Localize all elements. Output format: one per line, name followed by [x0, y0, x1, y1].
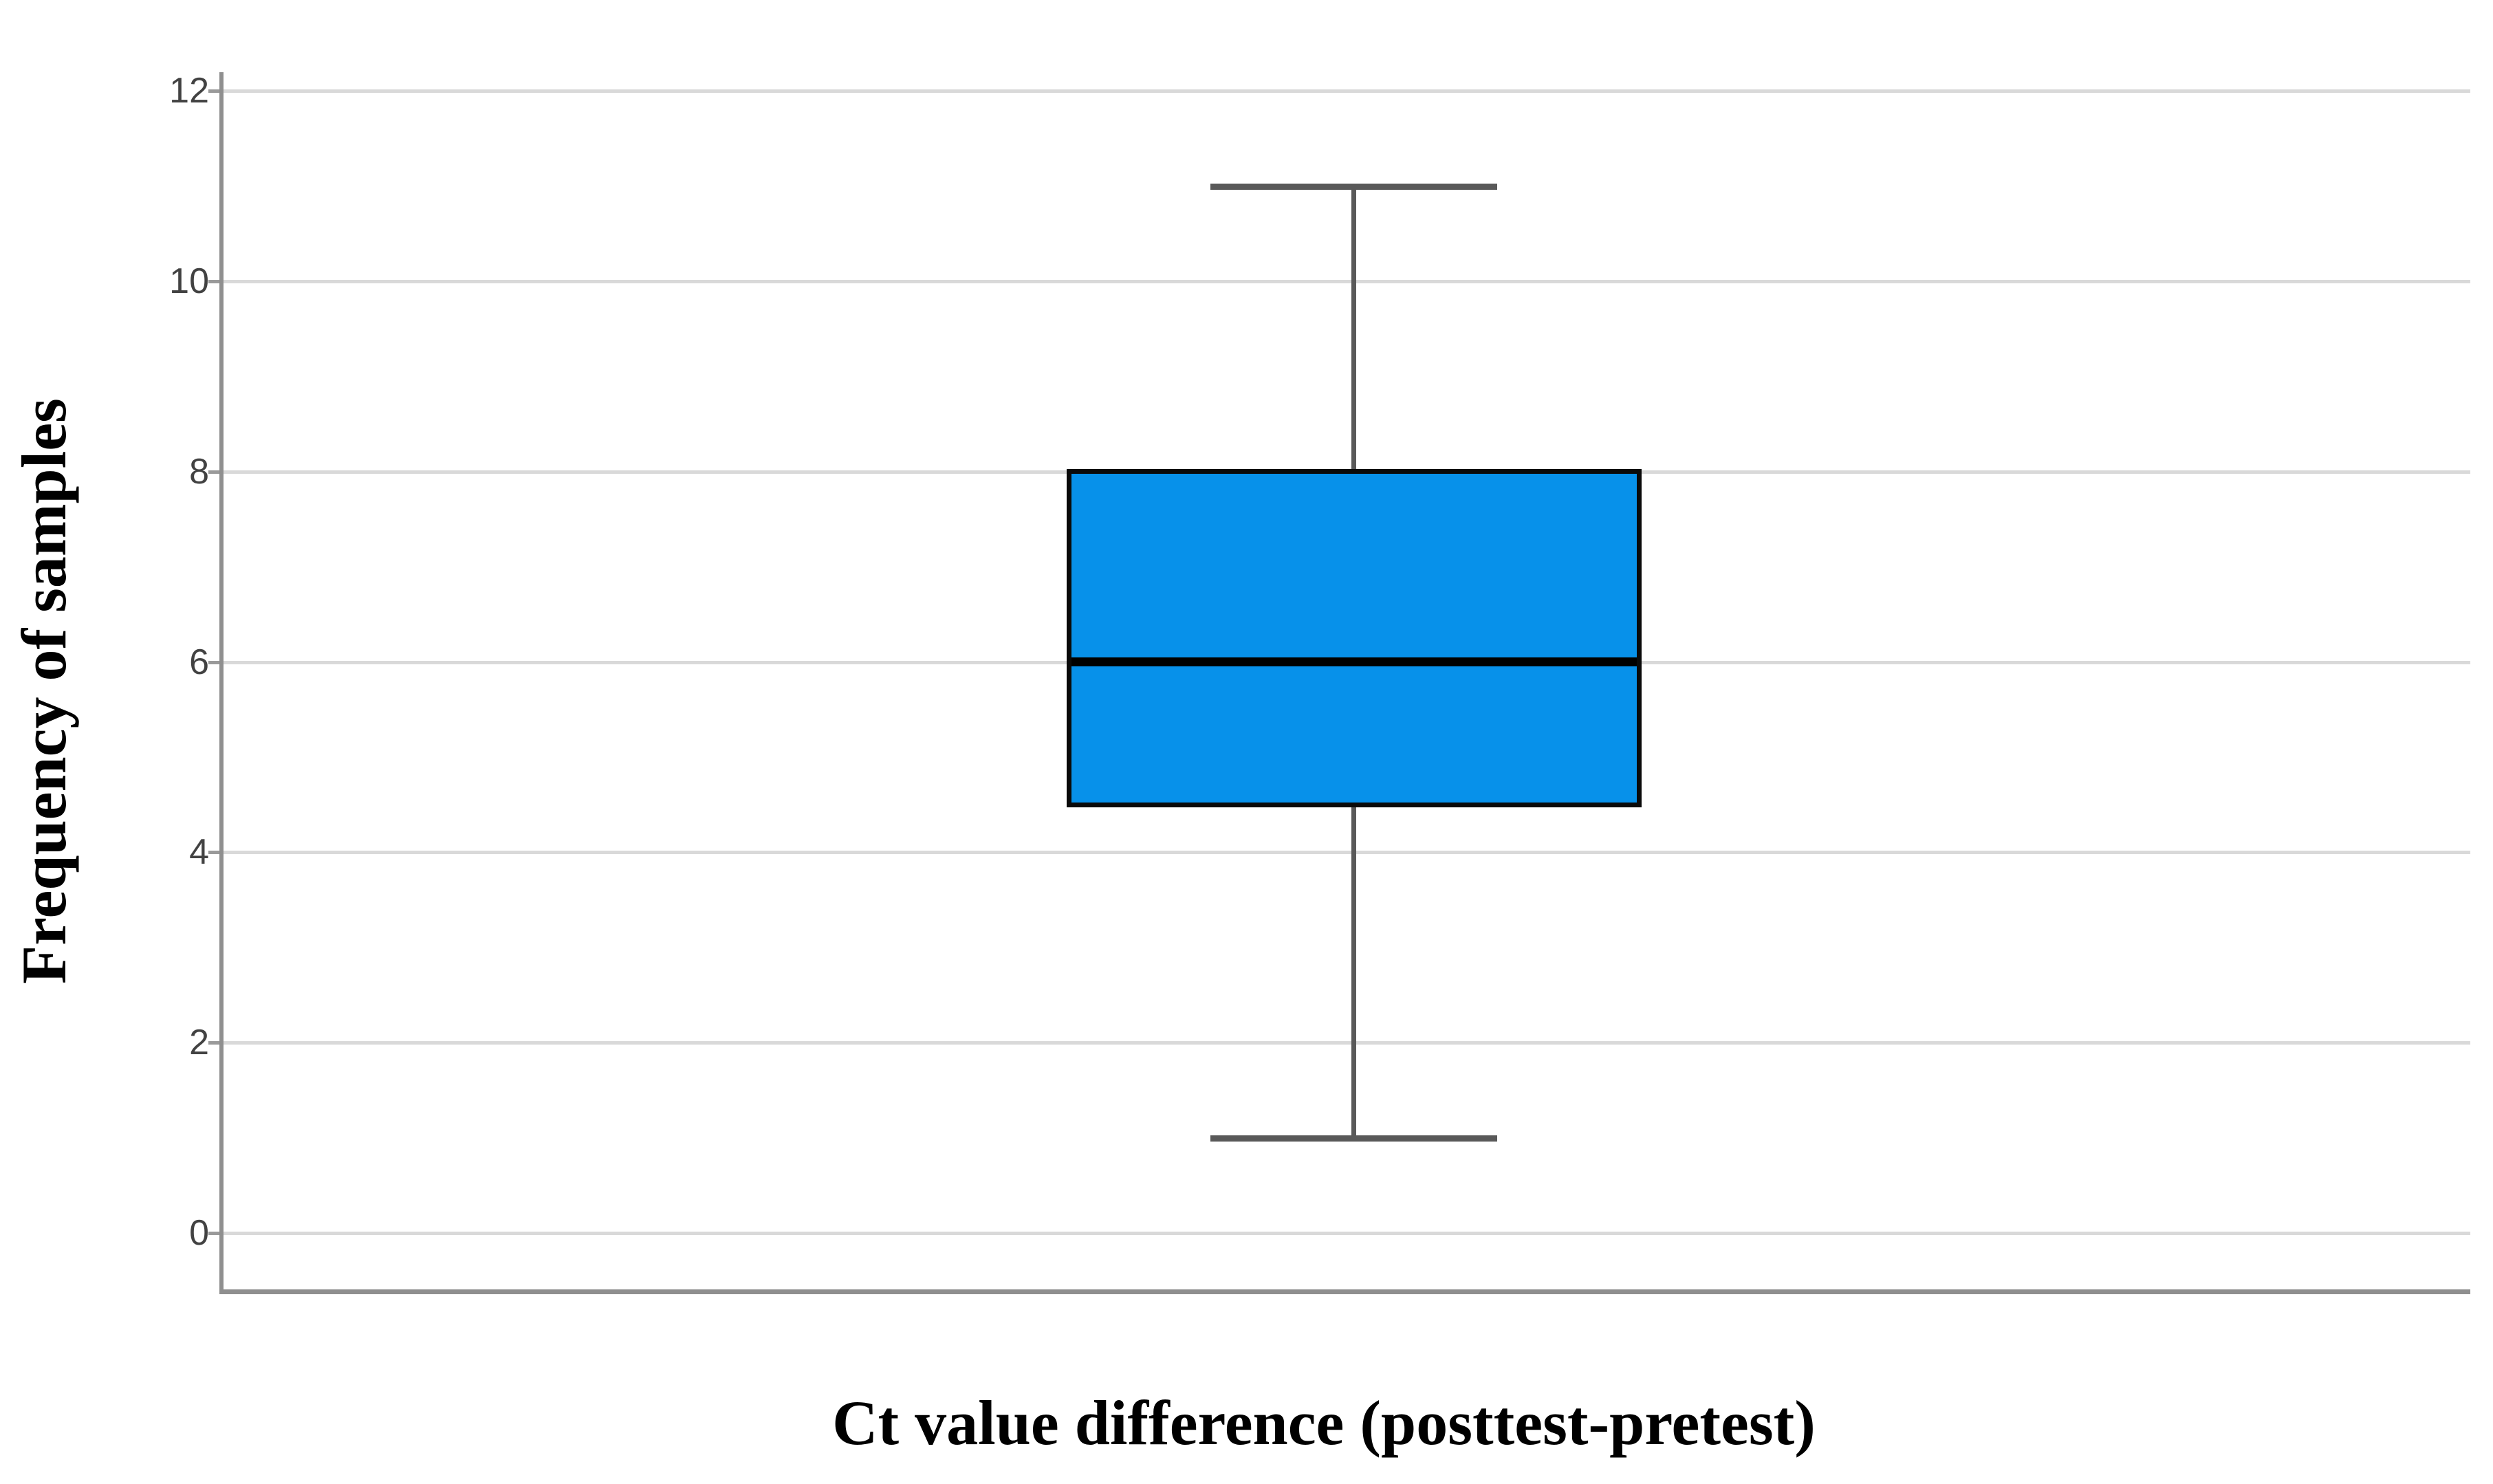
gridline-y4: [224, 851, 2470, 854]
y-tick-mark: [208, 1232, 221, 1235]
x-axis-title: Ct value difference (posttest-pretest): [832, 1388, 1816, 1458]
y-tick-label: 2: [189, 1023, 209, 1062]
median-line: [1071, 657, 1637, 666]
y-tick-mark: [208, 1041, 221, 1045]
y-tick-label: 0: [189, 1213, 209, 1253]
y-tick-label: 12: [169, 71, 209, 111]
whisker-cap-min: [1210, 1135, 1497, 1142]
y-tick-mark: [208, 851, 221, 854]
y-tick-label: 8: [189, 452, 209, 492]
gridline-y0: [224, 1232, 2470, 1235]
y-tick-mark: [208, 89, 221, 93]
box-iqr: [1067, 469, 1642, 807]
y-axis-title: Frequency of samples: [9, 398, 79, 984]
gridline-y12: [224, 89, 2470, 93]
y-tick-mark: [208, 661, 221, 664]
y-axis-line: [219, 72, 224, 1291]
y-tick-label: 6: [189, 642, 209, 682]
y-tick-label: 4: [189, 832, 209, 872]
whisker-cap-max: [1210, 184, 1497, 190]
y-tick-mark: [208, 280, 221, 283]
gridline-y2: [224, 1041, 2470, 1045]
y-tick-label: 10: [169, 261, 209, 301]
x-axis-line: [219, 1289, 2470, 1294]
gridline-y10: [224, 280, 2470, 283]
y-tick-mark: [208, 470, 221, 474]
